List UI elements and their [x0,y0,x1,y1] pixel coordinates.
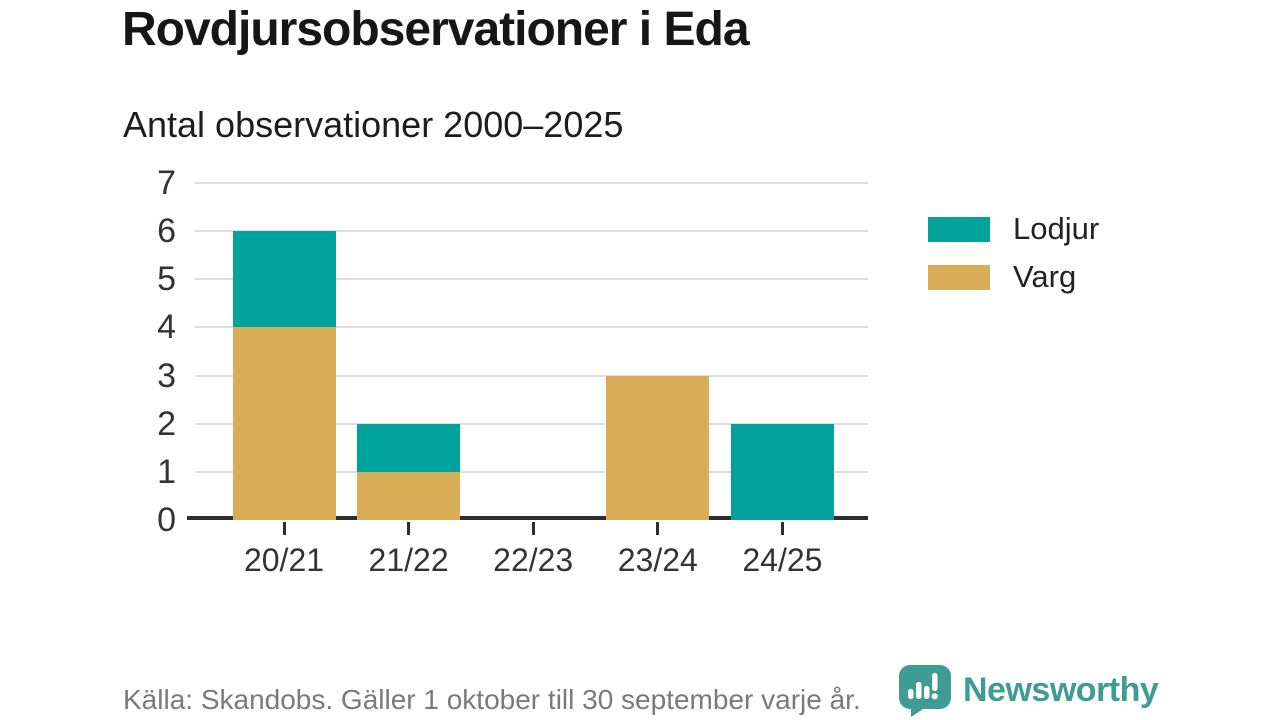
legend-item-varg: Varg [928,253,1099,301]
y-tick-label-4: 4 [157,308,176,347]
x-tick-label-23-24: 23/24 [617,542,698,578]
x-tick-label-22-23: 22/23 [493,542,574,578]
plot-area [187,182,868,520]
legend-label-lodjur: Lodjur [1013,211,1100,246]
x-tick-20-21 [282,522,286,535]
brand-name: Newsworthy [963,670,1159,709]
y-tick-label-7: 7 [157,164,176,202]
bar-20-21-lodjur [232,231,336,328]
chart-title: Rovdjursobservationer i Eda [122,3,750,56]
y-tick-label-3: 3 [157,356,176,395]
x-tick-22-23 [531,522,535,535]
legend-swatch-varg [928,264,990,290]
bar-24-25-lodjur [730,423,834,520]
source-note: Källa: Skandobs. Gäller 1 oktober till 3… [123,684,861,715]
gridline-y2 [195,422,868,425]
x-tick-label-21-22: 21/22 [368,542,449,578]
x-tick-23-24 [656,522,660,535]
gridline-y7 [195,182,868,184]
legend: Lodjur Varg [928,205,1099,301]
newsworthy-logo-icon [899,665,951,717]
x-tick-21-22 [407,522,411,535]
chart-subtitle: Antal observationer 2000–2025 [123,104,624,145]
bar-20-21-varg [232,327,336,520]
y-tick-label-2: 2 [157,404,176,443]
gridline-y1 [195,470,868,473]
legend-label-varg: Varg [1013,259,1077,294]
legend-item-lodjur: Lodjur [928,205,1099,253]
bar-21-22-varg [357,471,461,520]
y-tick-label-0: 0 [157,501,176,539]
x-tick-label-24-25: 24/25 [742,542,823,578]
gridline-y6 [195,230,868,233]
y-tick-label-1: 1 [157,452,176,491]
x-tick-label-20-21: 20/21 [243,542,325,578]
bar-23-24-varg [606,375,710,520]
y-tick-label-6: 6 [157,212,176,251]
y-tick-label-5: 5 [157,260,176,299]
gridline-y3 [195,374,868,377]
x-tick-24-25 [780,522,784,535]
gridline-y5 [195,278,868,281]
bar-21-22-lodjur [357,423,461,472]
x-axis-line [187,516,868,520]
gridline-y4 [195,326,868,329]
legend-swatch-lodjur [928,216,990,242]
brand-logo: Newsworthy [897,663,1159,717]
